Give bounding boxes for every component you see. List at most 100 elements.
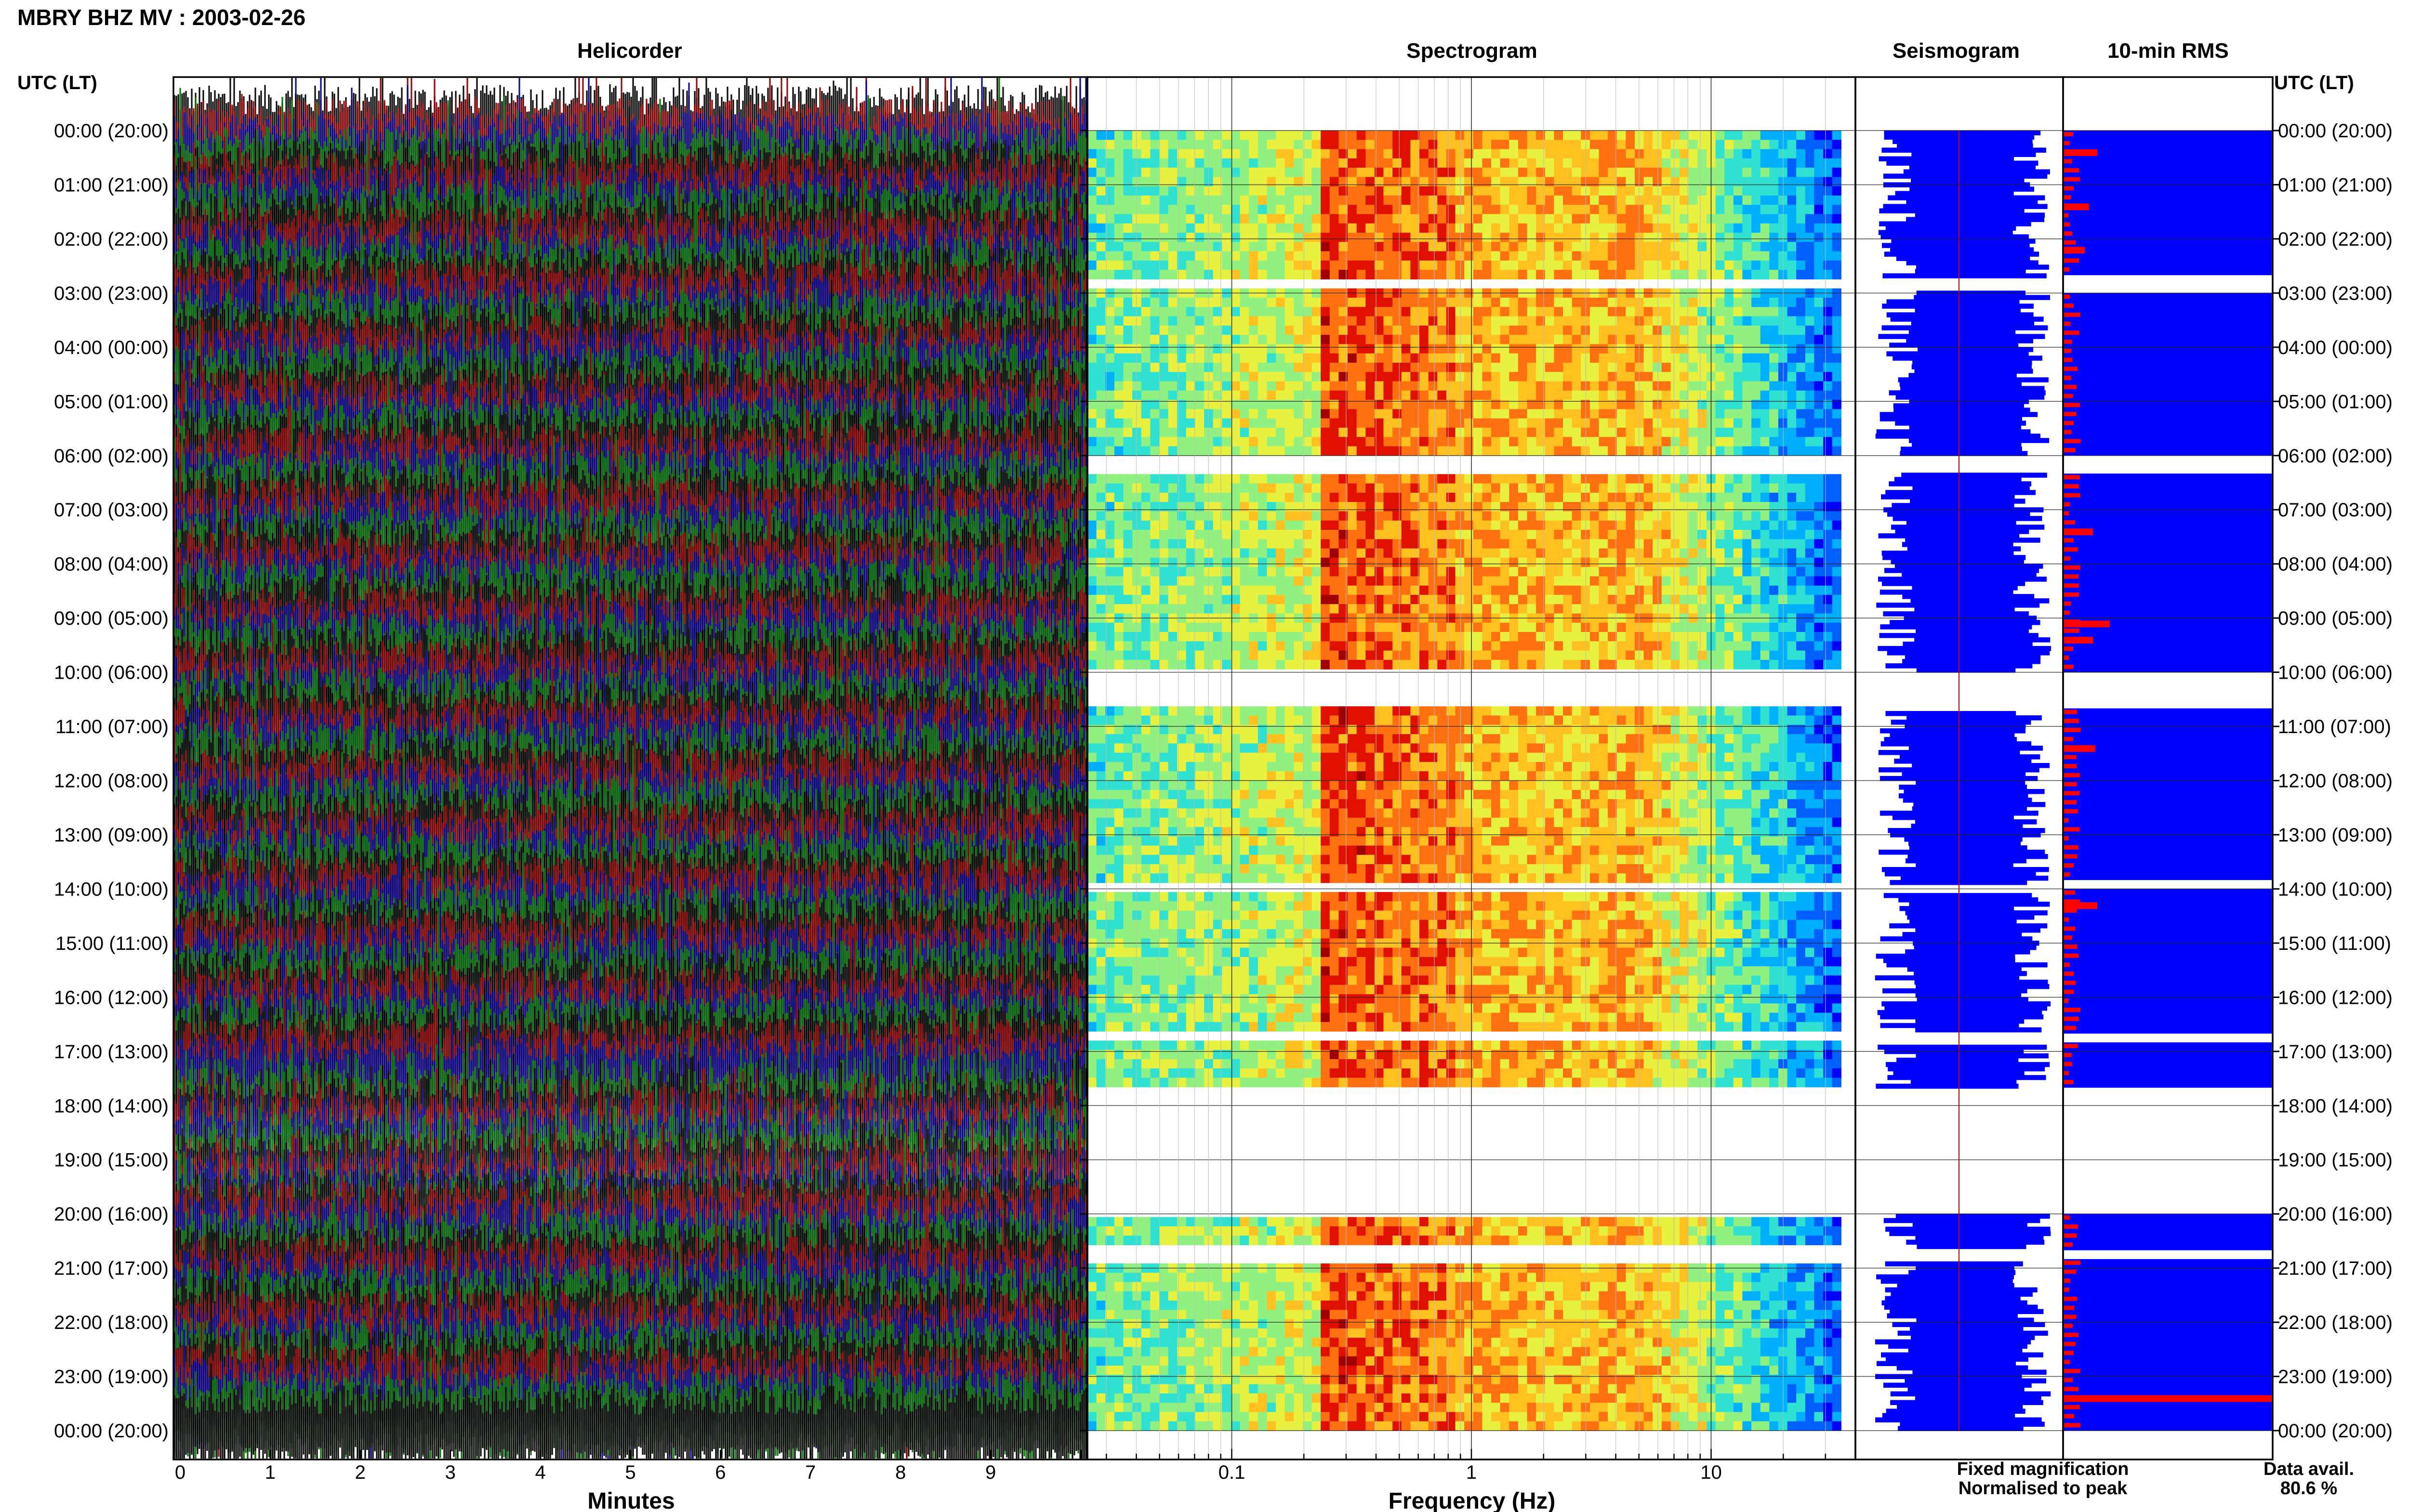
spectrogram-cell bbox=[1742, 483, 1752, 493]
spectrogram-cell bbox=[1500, 594, 1509, 605]
spectrogram-cell bbox=[1688, 409, 1698, 419]
spectrogram-cell bbox=[1715, 223, 1725, 233]
spectrogram-cell bbox=[1329, 557, 1339, 567]
spectrogram-cell bbox=[1796, 140, 1806, 150]
spectrogram-cell bbox=[1338, 131, 1348, 140]
spectrogram-cell bbox=[1769, 177, 1779, 187]
spectrogram-cell bbox=[1374, 242, 1384, 252]
spectrogram-cell bbox=[1599, 325, 1608, 335]
spectrogram-cell bbox=[1832, 335, 1841, 344]
spectrogram-cell bbox=[1661, 186, 1671, 196]
spectrogram-cell bbox=[1284, 706, 1294, 716]
spectrogram-cell bbox=[1338, 390, 1348, 400]
spectrogram-cell bbox=[1374, 149, 1384, 159]
spectrogram-cell bbox=[1554, 427, 1563, 437]
spectrogram-cell bbox=[1338, 363, 1348, 372]
spectrogram-cell bbox=[1356, 641, 1366, 651]
spectrogram-cell bbox=[1168, 557, 1178, 567]
spectrogram-cell bbox=[1572, 492, 1581, 502]
spectrogram-cell bbox=[1276, 353, 1285, 363]
spectrogram-cell bbox=[1392, 131, 1402, 140]
spectrogram-cell bbox=[1545, 567, 1554, 577]
spectrogram-cell bbox=[1527, 492, 1536, 502]
spectrogram-cell bbox=[1626, 622, 1635, 632]
spectrogram-cell bbox=[1257, 353, 1267, 363]
spectrogram-cell bbox=[1231, 344, 1241, 354]
spectrogram-cell bbox=[1626, 344, 1635, 354]
spectrogram-cell bbox=[1168, 418, 1178, 428]
spectrogram-cell bbox=[1096, 492, 1106, 502]
spectrogram-cell bbox=[1733, 622, 1743, 632]
spectrogram-cell bbox=[1589, 604, 1600, 614]
spectrogram-cell bbox=[1814, 140, 1824, 150]
spectrogram-cell bbox=[1222, 186, 1231, 196]
spectrogram-cell bbox=[1249, 149, 1258, 159]
spectrogram-cell bbox=[1608, 195, 1617, 205]
spectrogram-cell bbox=[1338, 344, 1348, 354]
spectrogram-cell bbox=[1383, 604, 1393, 614]
spectrogram-cell bbox=[1132, 641, 1142, 651]
spectrogram-cell bbox=[1661, 316, 1671, 326]
spectrogram-cell bbox=[1186, 205, 1195, 215]
spectrogram-cell bbox=[1150, 149, 1160, 159]
spectrogram-cell bbox=[1769, 335, 1779, 344]
spectrogram-cell bbox=[1760, 641, 1770, 651]
spectrogram-cell bbox=[1222, 641, 1231, 651]
spectrogram-cell bbox=[1760, 511, 1770, 521]
spectrogram-cell bbox=[1733, 307, 1743, 317]
spectrogram-cell bbox=[1150, 502, 1160, 512]
spectrogram-cell bbox=[1464, 492, 1474, 502]
spectrogram-cell bbox=[1697, 316, 1707, 326]
spectrogram-cell bbox=[1680, 205, 1689, 215]
spectrogram-cell bbox=[1329, 168, 1339, 177]
spectrogram-cell bbox=[1348, 372, 1357, 382]
spectrogram-cell bbox=[1616, 594, 1626, 605]
spectrogram-cell bbox=[1311, 483, 1321, 493]
spectrogram-cell bbox=[1670, 205, 1680, 215]
spectrogram-cell bbox=[1455, 140, 1465, 150]
spectrogram-cell bbox=[1661, 715, 1671, 725]
spectrogram-cell bbox=[1527, 251, 1536, 261]
spectrogram-cell bbox=[1832, 131, 1841, 140]
spectrogram-cell bbox=[1599, 316, 1608, 326]
spectrogram-cell bbox=[1159, 298, 1169, 307]
spectrogram-cell bbox=[1832, 483, 1841, 493]
spectrogram-cell bbox=[1724, 131, 1734, 140]
spectrogram-cell bbox=[1231, 511, 1241, 521]
spectrogram-cell bbox=[1715, 260, 1725, 270]
spectrogram-cell bbox=[1697, 715, 1707, 725]
spectrogram-cell bbox=[1805, 483, 1814, 493]
spectrogram-cell bbox=[1814, 594, 1824, 605]
spectrogram-cell bbox=[1222, 418, 1231, 428]
spectrogram-cell bbox=[1491, 659, 1501, 670]
spectrogram-cell bbox=[1769, 622, 1779, 632]
spectrogram-cell bbox=[1545, 539, 1554, 549]
spectrogram-cell bbox=[1446, 409, 1456, 419]
spectrogram-cell bbox=[1231, 353, 1241, 363]
spectrogram-cell bbox=[1670, 520, 1680, 530]
spectrogram-cell bbox=[1823, 158, 1833, 168]
spectrogram-cell bbox=[1437, 270, 1447, 280]
spectrogram-cell bbox=[1392, 715, 1402, 725]
spectrogram-cell bbox=[1294, 335, 1303, 344]
spectrogram-cell bbox=[1249, 446, 1258, 456]
spectrogram-cell bbox=[1643, 715, 1653, 725]
spectrogram-cell bbox=[1733, 390, 1743, 400]
spectrogram-cell bbox=[1464, 641, 1474, 651]
spectrogram-cell bbox=[1589, 381, 1600, 391]
spectrogram-cell bbox=[1294, 706, 1303, 716]
spectrogram-cell bbox=[1635, 530, 1644, 539]
spectrogram-cell bbox=[1635, 706, 1644, 716]
spectrogram-cell bbox=[1616, 539, 1626, 549]
spectrogram-cell bbox=[1661, 418, 1671, 428]
spectrogram-cell bbox=[1294, 511, 1303, 521]
spectrogram-cell bbox=[1132, 205, 1142, 215]
spectrogram-cell bbox=[1249, 353, 1258, 363]
spectrogram-cell bbox=[1419, 530, 1429, 539]
spectrogram-cell bbox=[1284, 205, 1294, 215]
spectrogram-cell bbox=[1338, 622, 1348, 632]
spectrogram-cell bbox=[1087, 409, 1097, 419]
spectrogram-cell bbox=[1653, 409, 1662, 419]
spectrogram-cell bbox=[1419, 632, 1429, 642]
spectrogram-cell bbox=[1742, 585, 1752, 595]
